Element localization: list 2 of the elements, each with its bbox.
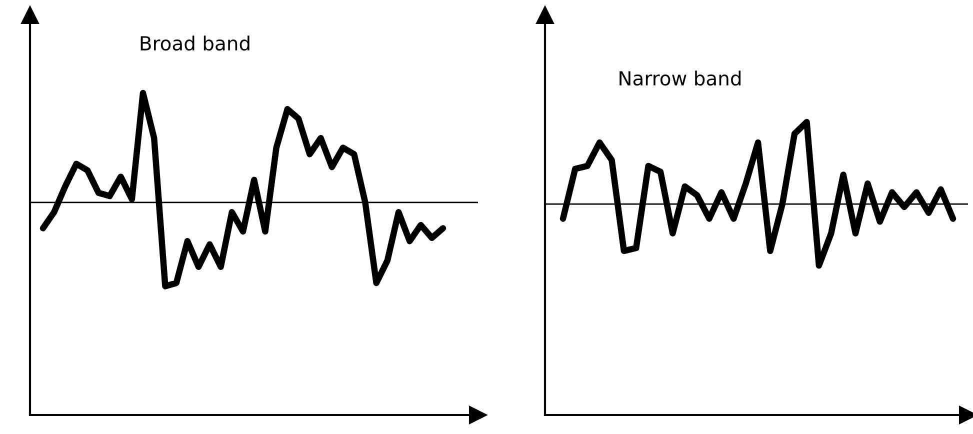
chart-title: Broad band: [140, 36, 250, 51]
chart-title: Narrow band: [620, 70, 741, 86]
